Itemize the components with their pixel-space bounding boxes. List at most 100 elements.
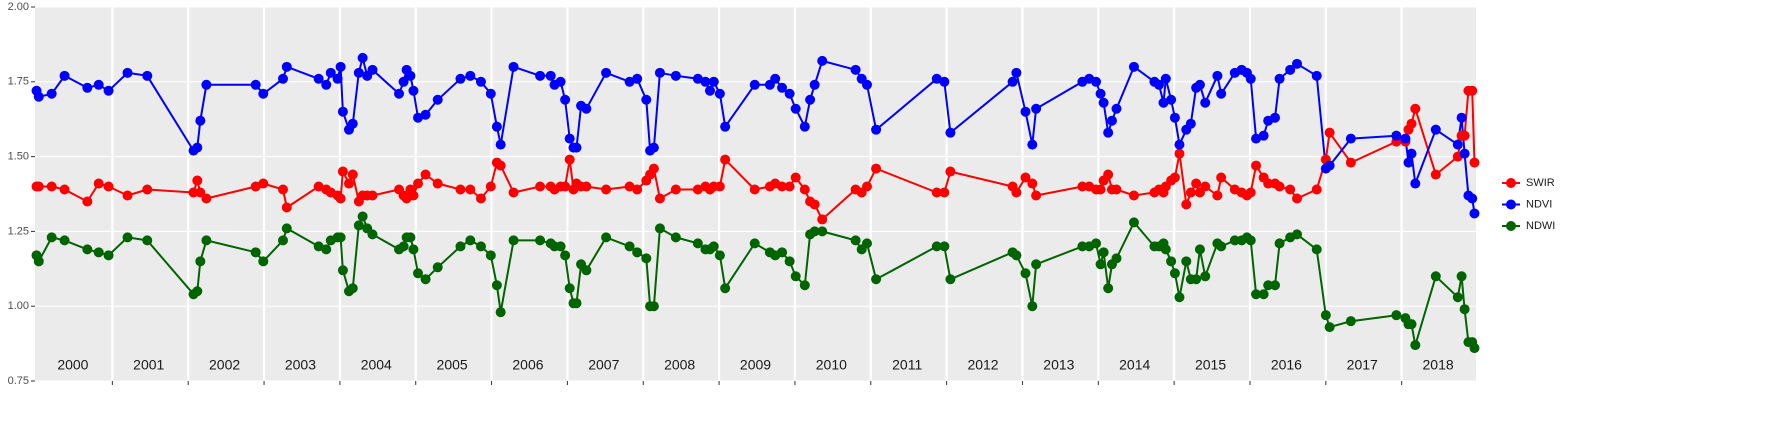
data-point xyxy=(1459,304,1470,315)
data-point xyxy=(142,184,153,195)
data-point xyxy=(1020,106,1031,117)
data-point xyxy=(321,79,332,90)
y-tick-label: 1.75 xyxy=(8,76,29,88)
data-point xyxy=(545,70,556,81)
data-point xyxy=(192,286,203,297)
data-point xyxy=(535,181,546,192)
data-point xyxy=(777,247,788,258)
data-point xyxy=(508,187,519,198)
data-point xyxy=(850,235,861,246)
data-point xyxy=(1200,271,1211,282)
data-point xyxy=(1020,172,1031,183)
data-point xyxy=(1160,73,1171,84)
data-point xyxy=(749,79,760,90)
data-point xyxy=(777,181,788,192)
data-point xyxy=(1111,253,1122,264)
data-point xyxy=(1020,268,1031,279)
data-point xyxy=(1128,190,1139,201)
data-point xyxy=(850,64,861,75)
data-point xyxy=(1324,160,1335,171)
year-label: 2013 xyxy=(1043,357,1074,373)
data-point xyxy=(46,181,57,192)
data-point xyxy=(945,274,956,285)
data-point xyxy=(1456,112,1467,123)
year-label: 2008 xyxy=(664,357,695,373)
data-point xyxy=(1469,157,1480,168)
data-point xyxy=(59,70,70,81)
data-point xyxy=(1270,112,1281,123)
year-label: 2006 xyxy=(512,357,543,373)
data-point xyxy=(1200,181,1211,192)
data-point xyxy=(33,256,44,267)
data-point xyxy=(337,166,348,177)
data-point xyxy=(1011,187,1022,198)
data-point xyxy=(1011,67,1022,78)
data-point xyxy=(122,232,133,243)
data-point xyxy=(1391,130,1402,141)
data-point xyxy=(33,91,44,102)
data-point xyxy=(871,163,882,174)
data-point xyxy=(1166,256,1177,267)
data-point xyxy=(1174,148,1185,159)
data-point xyxy=(1274,181,1285,192)
data-point xyxy=(790,103,801,114)
data-point xyxy=(1245,187,1256,198)
data-point xyxy=(357,211,368,222)
data-point xyxy=(398,76,409,87)
data-point xyxy=(1452,292,1463,303)
data-point xyxy=(495,160,506,171)
data-point xyxy=(1185,118,1196,129)
data-point xyxy=(555,241,566,252)
data-point xyxy=(784,181,795,192)
data-point xyxy=(195,115,206,126)
data-point xyxy=(931,187,942,198)
data-point xyxy=(1111,184,1122,195)
data-point xyxy=(1160,244,1171,255)
data-point xyxy=(708,241,719,252)
year-label: 2009 xyxy=(740,357,771,373)
data-point xyxy=(281,61,292,72)
data-point xyxy=(1467,85,1478,96)
data-point xyxy=(59,235,70,246)
data-point xyxy=(432,178,443,189)
data-point xyxy=(93,178,104,189)
data-point xyxy=(871,124,882,135)
data-point xyxy=(281,223,292,234)
data-point xyxy=(313,181,324,192)
data-point xyxy=(1011,250,1022,261)
data-point xyxy=(357,52,368,63)
data-point xyxy=(945,166,956,177)
data-point xyxy=(1153,79,1164,90)
legend-key xyxy=(1506,199,1516,210)
data-point xyxy=(325,67,336,78)
data-point xyxy=(714,250,725,261)
data-point xyxy=(720,121,731,132)
data-point xyxy=(931,73,942,84)
y-tick-label: 2.00 xyxy=(8,1,29,13)
data-point xyxy=(192,142,203,153)
data-point xyxy=(670,232,681,243)
data-point xyxy=(201,79,212,90)
data-point xyxy=(809,199,820,210)
data-point xyxy=(1169,172,1180,183)
y-tick-label: 0.75 xyxy=(8,375,29,387)
data-point xyxy=(1103,283,1114,294)
data-point xyxy=(601,67,612,78)
data-point xyxy=(103,181,114,192)
data-point xyxy=(601,232,612,243)
data-point xyxy=(1292,193,1303,204)
data-point xyxy=(46,88,57,99)
data-point xyxy=(250,79,261,90)
data-point xyxy=(1245,73,1256,84)
data-point xyxy=(1406,118,1417,129)
data-point xyxy=(1274,73,1285,84)
data-point xyxy=(508,61,519,72)
data-point xyxy=(632,247,643,258)
data-point xyxy=(648,142,659,153)
data-point xyxy=(560,94,571,105)
data-point xyxy=(1400,133,1411,144)
data-point xyxy=(420,274,431,285)
data-point xyxy=(805,94,816,105)
year-label: 2016 xyxy=(1271,357,1302,373)
